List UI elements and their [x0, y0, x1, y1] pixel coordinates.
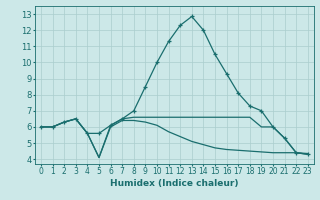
X-axis label: Humidex (Indice chaleur): Humidex (Indice chaleur) — [110, 179, 239, 188]
